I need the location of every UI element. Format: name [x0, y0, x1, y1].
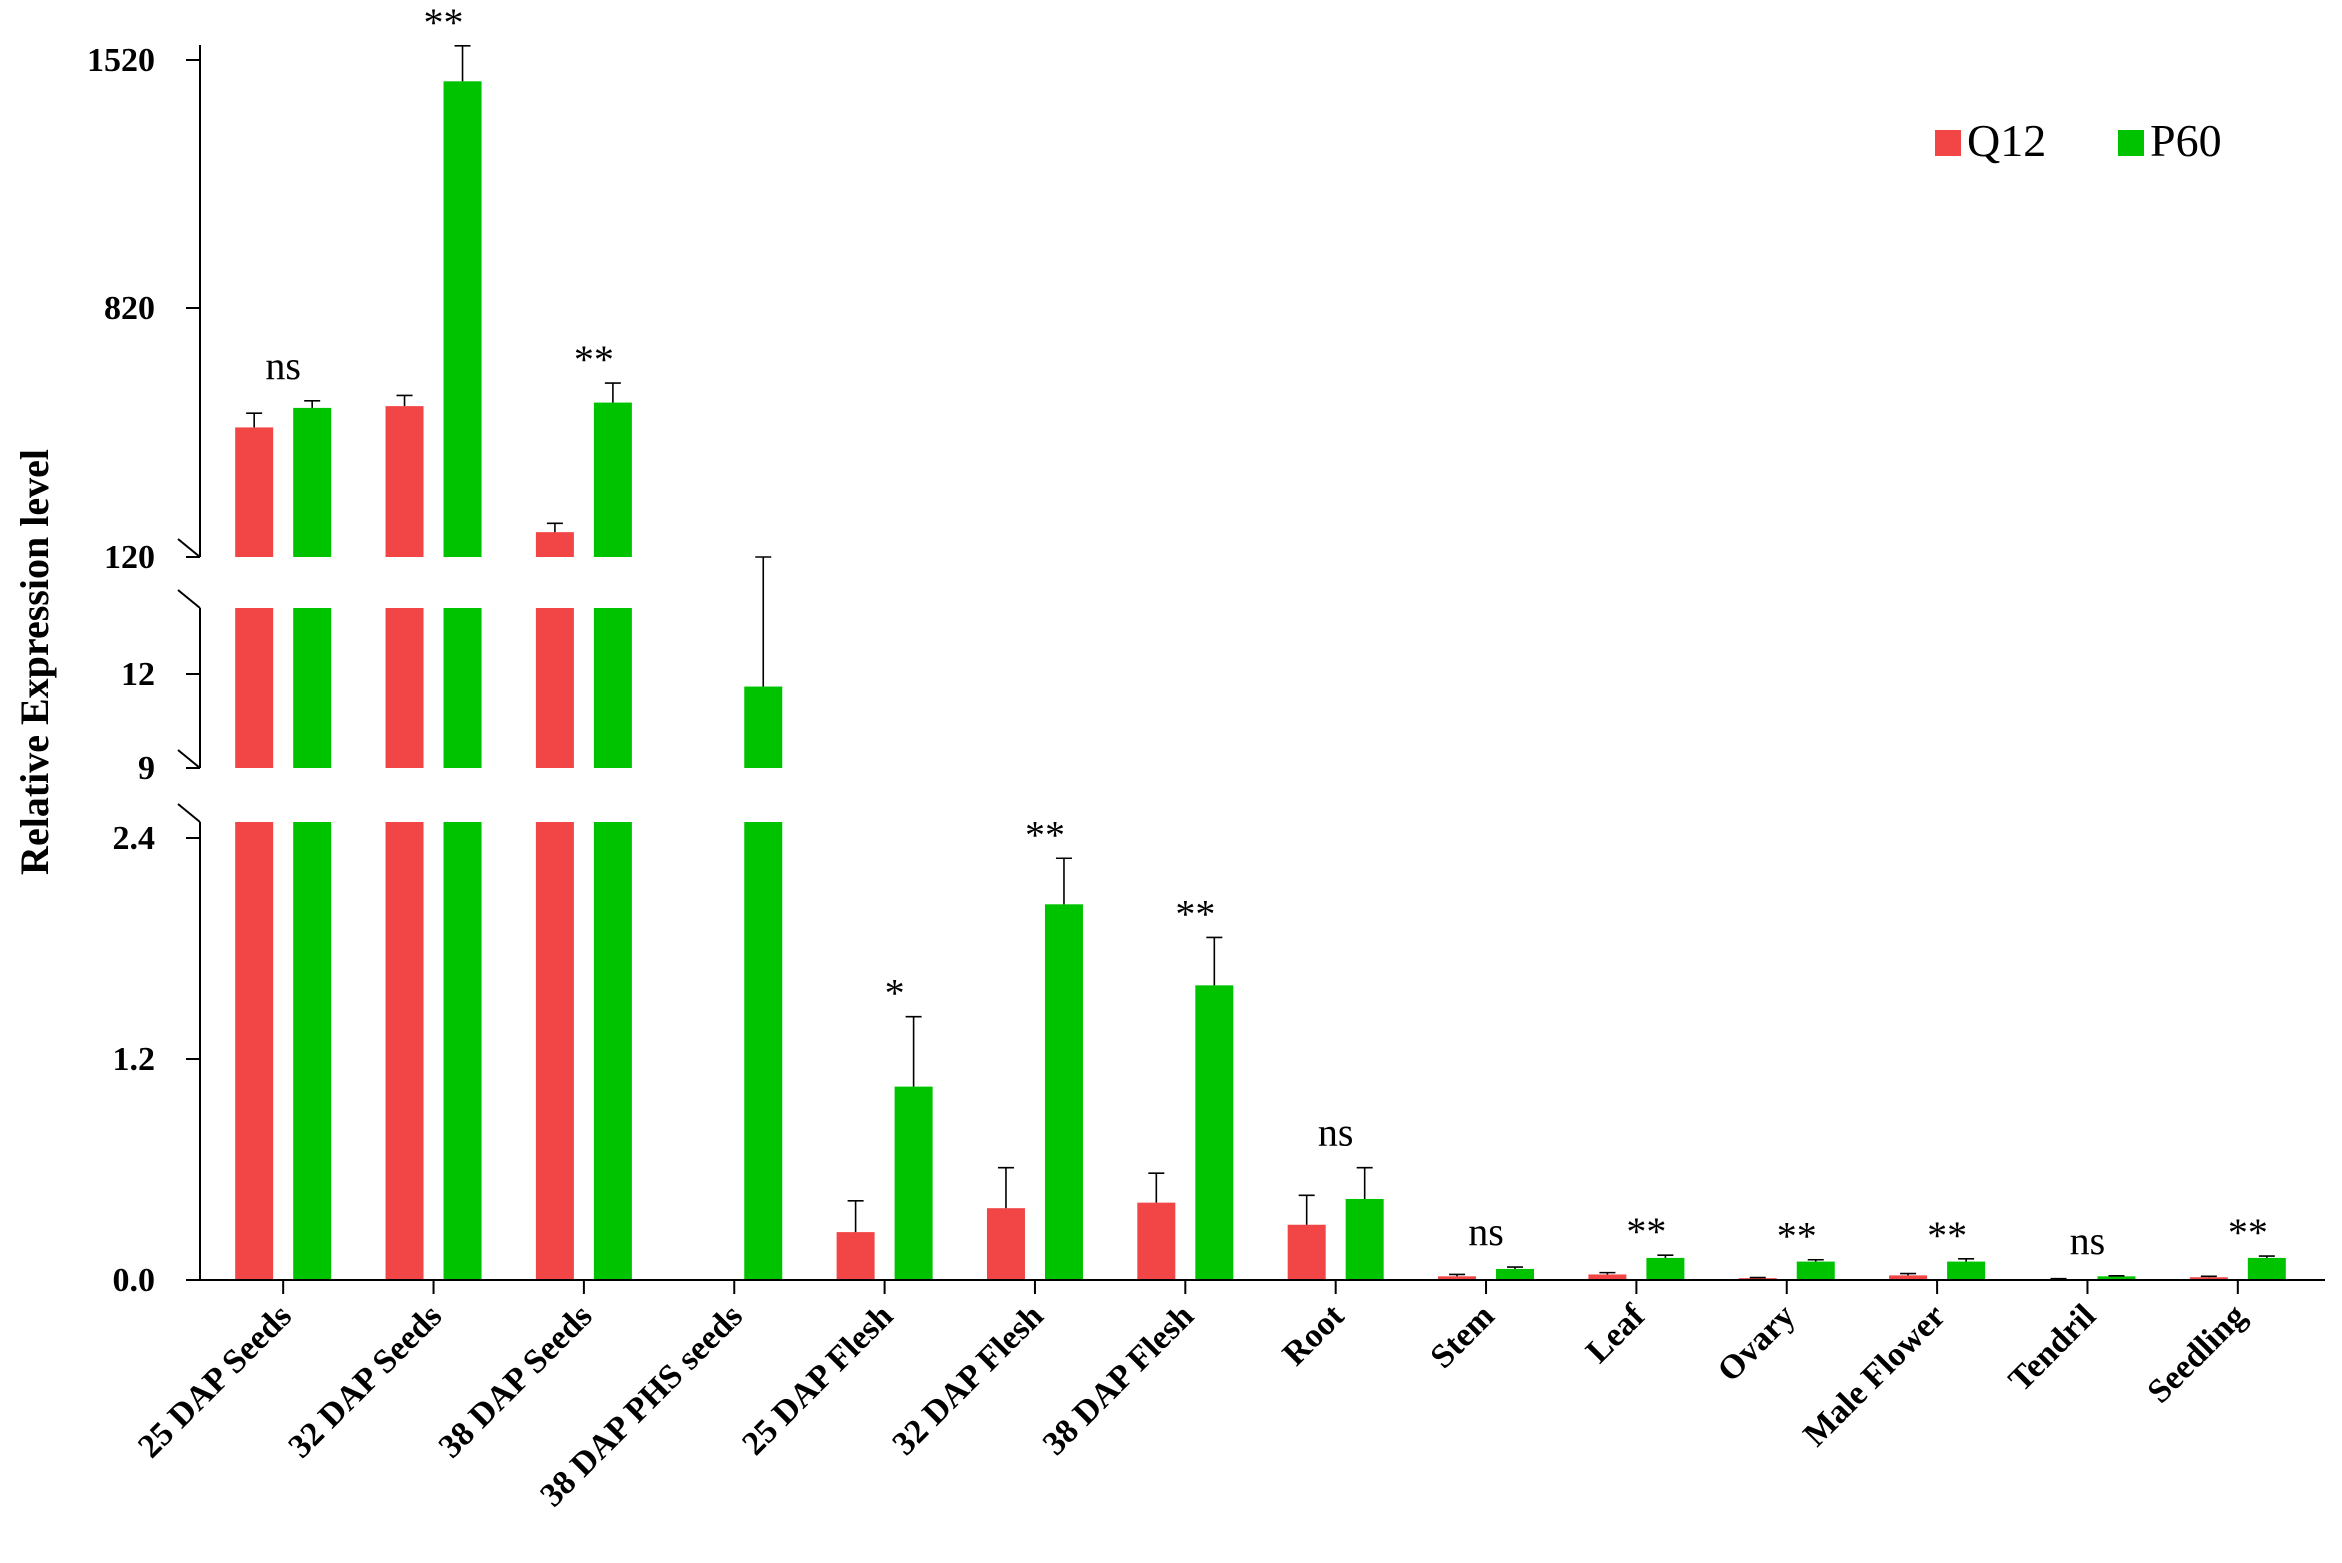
significance-label: ** — [1025, 812, 1065, 857]
bar-p60 — [293, 822, 332, 1280]
bar-p60 — [744, 822, 783, 1280]
significance-label: ** — [1927, 1213, 1967, 1258]
x-tick-label: Root — [1276, 1297, 1352, 1373]
axis-break-mark — [177, 749, 201, 769]
bar-p60 — [2097, 1276, 2136, 1280]
significance-label: ** — [1777, 1214, 1817, 1259]
bar-p60 — [443, 608, 482, 768]
axis-break-mark — [177, 538, 201, 558]
axis-break-mark — [177, 803, 201, 823]
x-tick-label: Stem — [1423, 1297, 1501, 1375]
significance-label: ns — [1318, 1110, 1354, 1155]
bar-q12 — [235, 427, 274, 557]
bar-p60 — [593, 822, 632, 1280]
bar-p60 — [1044, 904, 1083, 1280]
bar-p60 — [2247, 1257, 2286, 1280]
bar-p60 — [593, 402, 632, 557]
y-tick-label: 1.2 — [113, 1041, 156, 1078]
x-tick-label: 32 DAP Flesh — [886, 1297, 1051, 1462]
bar-q12 — [535, 608, 574, 768]
y-tick-label: 12 — [121, 656, 155, 693]
bar-p60 — [1195, 985, 1234, 1280]
legend: Q12 P60 — [1935, 115, 2222, 166]
axis-layer: 0.0 1.2 2.4 9 12 120 820 1520 — [87, 42, 2325, 1299]
bar-q12 — [2189, 1277, 2228, 1280]
significance-label: * — [885, 971, 905, 1016]
significance-label: ** — [574, 337, 614, 382]
bar-q12 — [235, 822, 274, 1280]
legend-swatch-p60 — [2118, 130, 2144, 156]
significance-label: ** — [1175, 891, 1215, 936]
significance-label: ** — [2228, 1210, 2268, 1255]
x-tick-label: Ovary — [1711, 1297, 1803, 1389]
y-tick-label: 1520 — [87, 42, 155, 79]
error-bars-layer — [246, 44, 2275, 1280]
bar-p60 — [443, 81, 482, 558]
legend-label-p60: P60 — [2150, 115, 2222, 166]
bar-p60 — [1796, 1261, 1835, 1280]
bar-p60 — [744, 686, 783, 768]
bar-p60 — [443, 822, 482, 1280]
bar-p60 — [593, 608, 632, 768]
bar-p60 — [1947, 1261, 1986, 1280]
bar-p60 — [1646, 1257, 1685, 1280]
bar-q12 — [385, 608, 424, 768]
y-tick-label: 9 — [138, 750, 155, 787]
significance-label: ** — [1626, 1209, 1666, 1254]
x-tick-label: Tendril — [2002, 1297, 2103, 1398]
bar-q12 — [986, 1208, 1025, 1280]
bar-p60 — [293, 608, 332, 768]
significance-label: ns — [265, 343, 301, 388]
x-tick-label: 38 DAP Flesh — [1036, 1297, 1201, 1462]
significance-label: ns — [1468, 1209, 1504, 1254]
y-axis-title: Relative Expression level — [12, 449, 57, 875]
bar-q12 — [385, 406, 424, 557]
x-tick-label: 32 DAP Seeds — [281, 1297, 449, 1465]
x-tick-label: Male Flower — [1796, 1297, 1952, 1453]
y-tick-label: 0.0 — [113, 1262, 156, 1299]
x-tick-label: Seedling — [2140, 1297, 2253, 1410]
bar-q12 — [836, 1232, 875, 1280]
bar-p60 — [1496, 1268, 1535, 1280]
bar-q12 — [1889, 1275, 1928, 1280]
x-tick-label: 25 DAP Flesh — [735, 1297, 900, 1462]
bar-p60 — [1345, 1198, 1384, 1280]
axis-break-mark — [177, 589, 201, 609]
bar-p60 — [894, 1086, 933, 1280]
bar-q12 — [385, 822, 424, 1280]
legend-label-q12: Q12 — [1967, 115, 2046, 166]
significance-label: ns — [2070, 1218, 2106, 1263]
bar-q12 — [235, 608, 274, 768]
bar-q12 — [1287, 1224, 1326, 1280]
x-tick-label: 38 DAP Seeds — [432, 1297, 600, 1465]
x-tick-label: Leaf — [1579, 1297, 1652, 1370]
y-tick-label: 2.4 — [113, 820, 156, 857]
bar-q12 — [535, 822, 574, 1280]
bar-q12 — [535, 532, 574, 557]
bars-layer — [235, 81, 2286, 1280]
y-tick-label: 120 — [104, 539, 155, 576]
y-tick-label: 820 — [104, 290, 155, 327]
bar-q12 — [1588, 1274, 1627, 1280]
bar-q12 — [1438, 1276, 1477, 1280]
bar-p60 — [293, 407, 332, 557]
bar-q12 — [1137, 1202, 1176, 1280]
significance-label: ** — [424, 0, 464, 45]
legend-swatch-q12 — [1935, 130, 1961, 156]
x-tick-label: 25 DAP Seeds — [131, 1297, 299, 1465]
